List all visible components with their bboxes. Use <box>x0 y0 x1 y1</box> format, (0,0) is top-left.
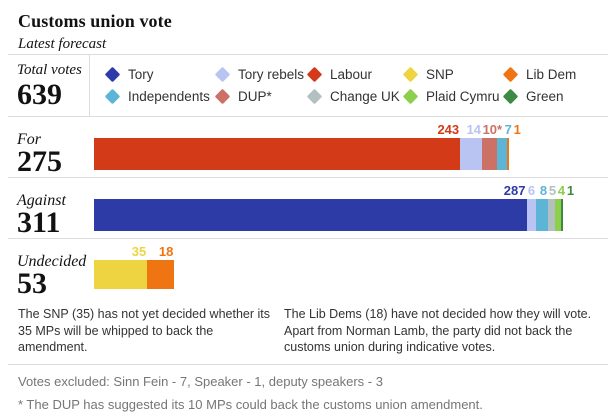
divider <box>8 54 608 55</box>
segment-value-labels: 287 6 8 5 4 1 <box>94 184 606 199</box>
legend-section: Total votes 639 Tory Tory rebels Labour SNP… <box>0 55 616 116</box>
bar-segment-lib-dem <box>507 138 510 170</box>
for-total: 275 <box>17 145 62 178</box>
lib-dem-diamond-swatch-icon <box>502 66 519 83</box>
bar-row-header: Against 311 <box>0 184 94 238</box>
undecided-total: 53 <box>17 267 47 300</box>
stacked-bar <box>94 138 606 170</box>
segment-value-snp: 35 <box>131 244 147 259</box>
chart-header: Customs union vote Latest forecast <box>0 0 616 54</box>
legend-item-plaid-cymru: Plaid Cymru <box>402 88 503 105</box>
bar-segment-dup <box>481 138 497 170</box>
legend-item-dup: DUP* <box>214 88 307 105</box>
legend-label: Plaid Cymru <box>426 89 500 104</box>
for-label: For <box>17 131 41 148</box>
legend-item-labour: Labour <box>306 66 403 83</box>
bar-row-against: Against 311 287 6 8 5 4 1 <box>0 178 616 238</box>
chart-subtitle: Latest forecast <box>18 36 107 52</box>
plaid-cymru-diamond-swatch-icon <box>402 88 419 105</box>
legend-label: Tory <box>128 67 154 82</box>
bar-row-undecided: Undecided 53 35 18 <box>0 239 616 300</box>
legend-item-lib-dem: Lib Dem <box>502 66 616 83</box>
legend-item-snp: SNP <box>402 66 503 83</box>
bar-area: 35 18 <box>94 245 606 298</box>
divider <box>8 364 608 365</box>
bars-area: For 275 243 14 10* 7 1 Against 311 287 6 8 5 4 1 Undeci… <box>0 117 616 300</box>
bar-segment-lib-dem <box>146 260 174 289</box>
legend-label: Green <box>526 89 564 104</box>
segment-value-change-uk: 5 <box>548 183 557 198</box>
legend-label: Tory rebels <box>238 67 305 82</box>
legend-item-tory-rebels: Tory rebels <box>214 66 307 83</box>
stacked-bar <box>94 199 606 231</box>
dup-footnote: * The DUP has suggested its 10 MPs could… <box>18 397 483 412</box>
legend-item-tory: Tory <box>104 66 215 83</box>
snp-diamond-swatch-icon <box>402 66 419 83</box>
bar-row-for: For 275 243 14 10* 7 1 <box>0 117 616 177</box>
legend-label: SNP <box>426 67 454 82</box>
legend-item-green: Green <box>502 88 616 105</box>
legend-label: Lib Dem <box>526 67 577 82</box>
bar-segment-snp <box>94 260 147 289</box>
segment-value-labels: 35 18 <box>94 245 606 260</box>
bar-segment-tory <box>94 199 527 231</box>
votes-excluded-note: Votes excluded: Sinn Fein - 7, Speaker -… <box>18 374 383 389</box>
bar-segment-independents <box>535 199 548 231</box>
segment-value-lib-dem: 18 <box>158 244 174 259</box>
party-legend: Tory Tory rebels Labour SNP Lib Dem Independe… <box>90 55 616 116</box>
chart-footer: Votes excluded: Sinn Fein - 7, Speaker -… <box>0 365 616 412</box>
divider <box>8 177 608 178</box>
segment-value-plaid-cymru: 4 <box>557 183 566 198</box>
page-title: Customs union vote <box>18 11 172 31</box>
legend-label: DUP* <box>238 89 272 104</box>
green-diamond-swatch-icon <box>502 88 519 105</box>
segment-value-lib-dem: 1 <box>513 122 521 137</box>
footnotes: The SNP (35) has not yet decided whether… <box>0 298 616 364</box>
legend-label: Change UK <box>330 89 400 104</box>
bar-row-header: For 275 <box>0 123 94 177</box>
divider <box>8 116 608 117</box>
segment-value-tory: 287 <box>503 183 526 198</box>
tory-rebels-diamond-swatch-icon <box>214 66 231 83</box>
bar-row-header: Undecided 53 <box>0 245 94 300</box>
snp-note: The SNP (35) has not yet decided whether… <box>18 307 270 354</box>
segment-value-labels: 243 14 10* 7 1 <box>94 123 606 138</box>
bar-segment-tory-rebels <box>460 138 482 170</box>
libdem-note: The Lib Dems (18) have not decided how t… <box>284 307 592 354</box>
bar-segment-change-uk <box>547 199 556 231</box>
bar-segment-plaid-cymru <box>555 199 562 231</box>
bar-segment-green <box>561 199 564 231</box>
bar-area: 287 6 8 5 4 1 <box>94 184 606 238</box>
segment-value-tory-rebels: 14 <box>466 122 482 137</box>
against-total: 311 <box>17 206 61 239</box>
bar-segment-labour <box>94 138 461 170</box>
bar-segment-independents <box>496 138 508 170</box>
tory-diamond-swatch-icon <box>104 66 121 83</box>
segment-value-tory-rebels: 6 <box>527 183 536 198</box>
total-votes-value: 639 <box>17 78 62 111</box>
bar-segment-tory-rebels <box>526 199 536 231</box>
legend-label: Labour <box>330 67 373 82</box>
segment-value-green: 1 <box>566 183 575 198</box>
segment-value-labour: 243 <box>437 122 460 137</box>
legend-item-independents: Independents <box>104 88 215 105</box>
total-votes-box: Total votes 639 <box>0 55 90 116</box>
segment-value-dup: 10* <box>482 122 503 137</box>
total-votes-label: Total votes <box>17 62 82 78</box>
bar-area: 243 14 10* 7 1 <box>94 123 606 177</box>
divider <box>8 238 608 239</box>
stacked-bar <box>94 260 606 289</box>
dup-diamond-swatch-icon <box>214 88 231 105</box>
segment-value-independents: 7 <box>504 122 512 137</box>
segment-value-independents: 8 <box>539 183 548 198</box>
legend-item-change-uk: Change UK <box>306 88 403 105</box>
change-uk-diamond-swatch-icon <box>306 88 323 105</box>
against-label: Against <box>17 192 66 209</box>
independents-diamond-swatch-icon <box>104 88 121 105</box>
undecided-label: Undecided <box>17 253 87 270</box>
legend-label: Independents <box>128 89 210 104</box>
labour-diamond-swatch-icon <box>306 66 323 83</box>
